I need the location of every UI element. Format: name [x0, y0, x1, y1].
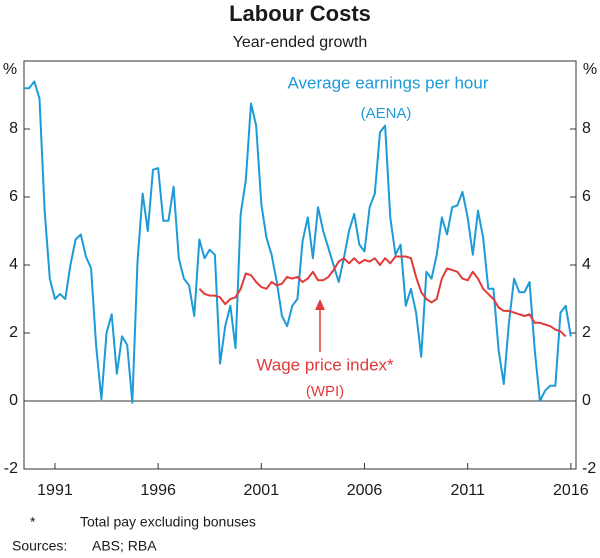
x-tick-label: 1991 [37, 482, 73, 499]
y2-tick-label: 2 [582, 324, 591, 341]
arrow-head [315, 299, 325, 310]
annotation: Average earnings per hour [288, 73, 489, 92]
series-line [198, 255, 567, 338]
sources: ABS; RBA [92, 538, 157, 554]
footnote: Total pay excluding bonuses [80, 514, 256, 530]
sources-label: Sources: [12, 538, 67, 554]
y2-tick-label: 0 [582, 392, 591, 409]
chart-title: Labour Costs [229, 1, 371, 26]
y2-tick-label: 6 [582, 188, 591, 205]
y-tick-label: 4 [9, 256, 18, 273]
annotation: (AENA) [361, 105, 412, 122]
x-tick-label: 1996 [140, 482, 176, 499]
y2-tick-label: 4 [582, 256, 591, 273]
annotation: Wage price index* [256, 355, 394, 374]
series-line [24, 80, 572, 404]
y-unit: % [3, 61, 17, 78]
y-tick-label: 8 [9, 120, 18, 137]
y2-unit: % [583, 61, 597, 78]
x-tick-label: 2011 [450, 482, 485, 499]
chart-subtitle: Year-ended growth [233, 34, 368, 51]
y-tick-label: 6 [9, 188, 18, 205]
y-tick-label: -2 [4, 460, 18, 477]
x-tick-label: 2001 [244, 482, 280, 499]
footnote-marker: * [30, 514, 36, 530]
x-tick-label: 2016 [553, 482, 589, 499]
y-tick-label: 0 [9, 392, 18, 409]
y2-tick-label: -2 [582, 460, 596, 477]
x-tick-label: 2006 [347, 482, 383, 499]
y-tick-label: 2 [9, 324, 18, 341]
annotation: (WPI) [306, 383, 344, 400]
y2-tick-label: 8 [582, 120, 591, 137]
